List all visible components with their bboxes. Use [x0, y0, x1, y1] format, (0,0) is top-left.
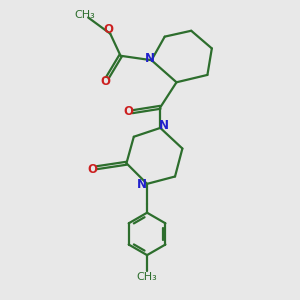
Text: O: O: [88, 163, 98, 176]
Text: O: O: [104, 23, 114, 36]
Text: CH₃: CH₃: [137, 272, 158, 282]
Text: N: N: [159, 119, 169, 132]
Text: N: N: [145, 52, 155, 65]
Text: N: N: [137, 178, 147, 191]
Text: CH₃: CH₃: [75, 10, 96, 20]
Text: O: O: [123, 105, 133, 118]
Text: O: O: [100, 75, 110, 88]
